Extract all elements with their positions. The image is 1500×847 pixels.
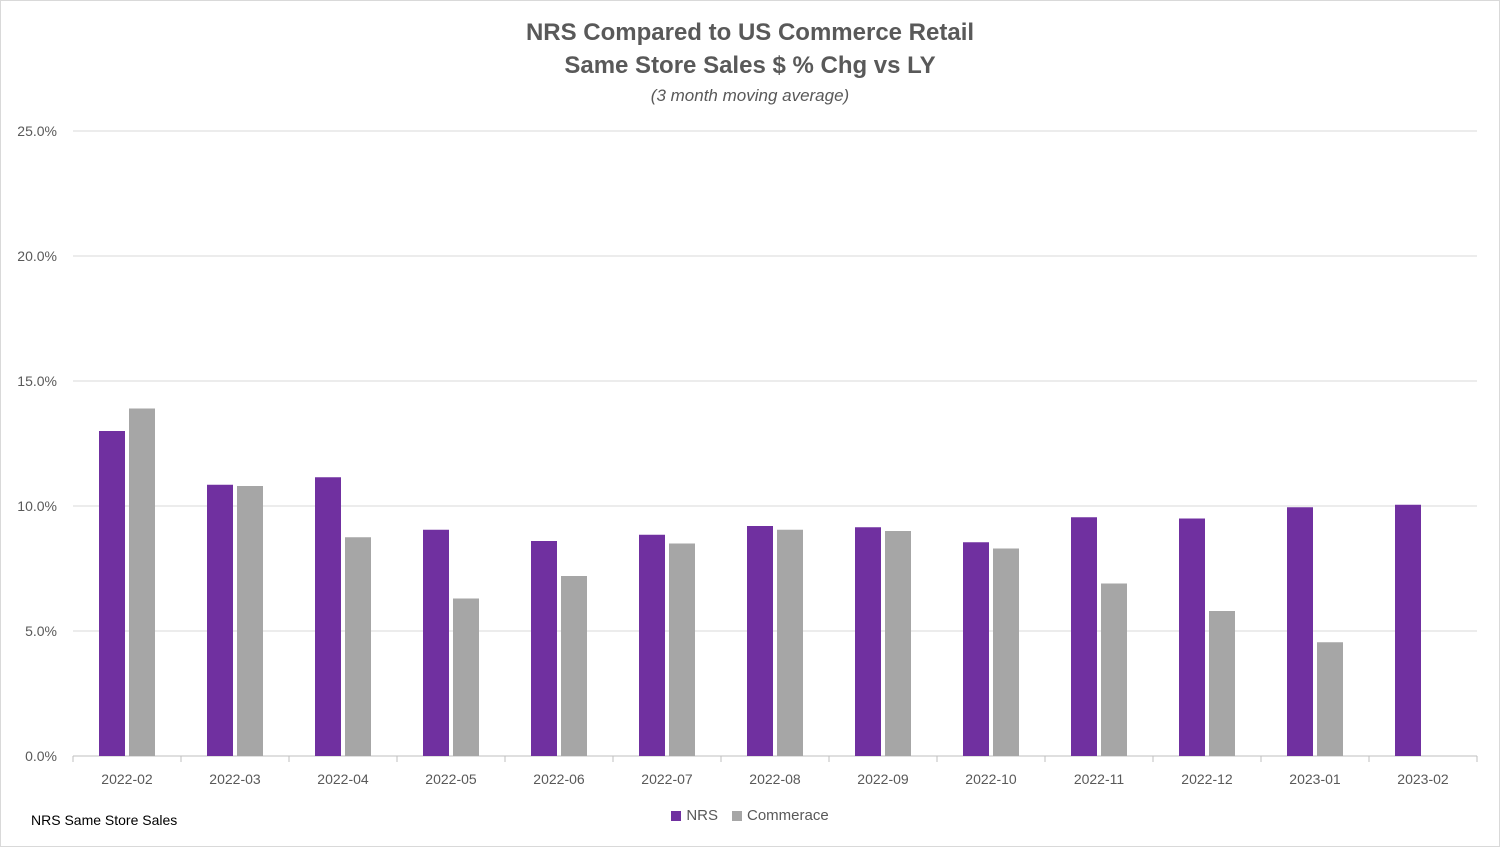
bar-nrs-2022-12: [1179, 518, 1205, 756]
y-tick-label: 0.0%: [25, 748, 57, 764]
x-tick-label: 2022-11: [1074, 771, 1125, 787]
bar-commerace-2022-03: [237, 486, 263, 756]
bar-nrs-2022-02: [99, 431, 125, 756]
x-tick-label: 2022-10: [965, 771, 1017, 787]
bar-nrs-2022-04: [315, 477, 341, 756]
y-tick-label: 5.0%: [25, 623, 57, 639]
bar-nrs-2022-10: [963, 542, 989, 756]
bar-nrs-2022-03: [207, 484, 233, 756]
bar-nrs-2023-02: [1395, 504, 1421, 756]
bar-nrs-2022-08: [747, 526, 773, 756]
x-tick-label: 2022-07: [641, 771, 693, 787]
y-tick-label: 15.0%: [17, 373, 57, 389]
x-tick-label: 2023-01: [1289, 771, 1341, 787]
legend-item-commerace: Commerace: [731, 807, 829, 824]
y-tick-label: 20.0%: [17, 248, 57, 264]
bar-commerace-2023-01: [1317, 642, 1343, 756]
x-tick-label: 2022-09: [857, 771, 909, 787]
bar-nrs-2023-01: [1287, 507, 1313, 756]
legend-label-nrs: NRS: [686, 807, 718, 824]
bar-commerace-2022-06: [561, 576, 587, 756]
x-tick-label: 2022-05: [425, 771, 477, 787]
bar-commerace-2022-02: [129, 408, 155, 756]
bar-nrs-2022-06: [531, 541, 557, 756]
chart-subtitle: Same Store Sales $ % Chg vs LY: [564, 52, 936, 79]
legend-swatch-commerace: [731, 810, 742, 821]
legend-item-nrs: NRS: [671, 807, 718, 824]
legend-label-commerace: Commerace: [746, 807, 829, 824]
bar-commerace-2022-11: [1101, 583, 1127, 756]
bar-nrs-2022-07: [639, 534, 665, 756]
x-tick-label: 2022-03: [209, 771, 261, 787]
bar-commerace-2022-05: [453, 598, 479, 756]
bar-nrs-2022-09: [855, 527, 881, 756]
bar-nrs-2022-11: [1071, 517, 1097, 756]
x-tick-label: 2022-12: [1181, 771, 1233, 787]
bar-commerace-2022-09: [885, 531, 911, 756]
legend: NRS Commerace: [0, 807, 1500, 824]
legend-swatch-nrs: [671, 810, 682, 821]
y-tick-label: 10.0%: [17, 498, 57, 514]
bar-commerace-2022-07: [669, 543, 695, 756]
x-tick-label: 2022-04: [317, 771, 369, 787]
x-tick-label: 2023-02: [1397, 771, 1449, 787]
y-tick-label: 25.0%: [17, 123, 57, 139]
x-tick-label: 2022-02: [101, 771, 153, 787]
bar-commerace-2022-04: [345, 537, 371, 756]
bar-commerace-2022-12: [1209, 611, 1235, 756]
bar-commerace-2022-10: [993, 548, 1019, 756]
bar-nrs-2022-05: [423, 529, 449, 756]
footnote: NRS Same Store Sales: [31, 812, 178, 828]
chart-title: NRS Compared to US Commerce Retail: [525, 19, 975, 46]
x-tick-label: 2022-08: [749, 771, 801, 787]
x-tick-label: 2022-06: [533, 771, 585, 787]
bar-commerace-2022-08: [777, 529, 803, 756]
chart-note: (3 month moving average): [650, 86, 850, 105]
